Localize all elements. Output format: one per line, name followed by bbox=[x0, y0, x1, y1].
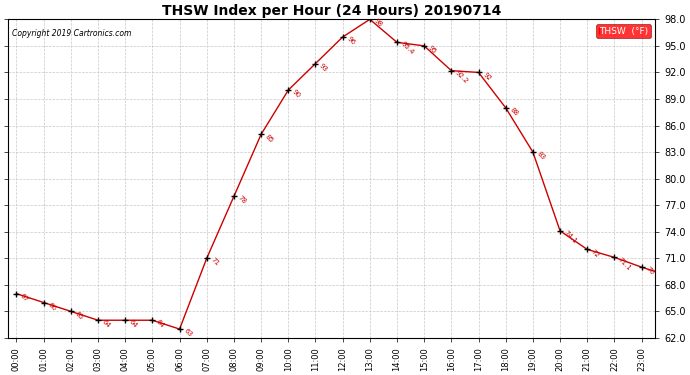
Text: 96: 96 bbox=[346, 36, 356, 46]
Text: 95: 95 bbox=[427, 45, 437, 55]
Title: THSW Index per Hour (24 Hours) 20190714: THSW Index per Hour (24 Hours) 20190714 bbox=[162, 4, 502, 18]
Text: 85: 85 bbox=[264, 133, 275, 144]
Text: 90: 90 bbox=[291, 89, 302, 99]
Text: 64: 64 bbox=[128, 319, 139, 329]
Legend: THSW  (°F): THSW (°F) bbox=[596, 24, 651, 38]
Text: 70: 70 bbox=[644, 266, 655, 276]
Text: 98: 98 bbox=[373, 18, 383, 28]
Text: 63: 63 bbox=[182, 328, 193, 338]
Text: 71.1: 71.1 bbox=[617, 256, 633, 272]
Text: 92: 92 bbox=[482, 71, 492, 81]
Text: 69: 69 bbox=[0, 374, 1, 375]
Text: 72: 72 bbox=[590, 248, 600, 258]
Text: 92.2: 92.2 bbox=[454, 69, 469, 84]
Text: 88: 88 bbox=[509, 106, 519, 117]
Text: 66: 66 bbox=[46, 301, 57, 312]
Text: 78: 78 bbox=[237, 195, 247, 206]
Text: 64: 64 bbox=[101, 319, 111, 329]
Text: 67: 67 bbox=[19, 292, 30, 303]
Text: 95.4: 95.4 bbox=[400, 41, 415, 56]
Text: 83: 83 bbox=[535, 151, 546, 161]
Text: 74.1: 74.1 bbox=[563, 230, 578, 245]
Text: 64: 64 bbox=[155, 319, 166, 329]
Text: Copyright 2019 Cartronics.com: Copyright 2019 Cartronics.com bbox=[12, 29, 131, 38]
Text: 71: 71 bbox=[210, 257, 220, 267]
Text: 93: 93 bbox=[318, 62, 329, 73]
Text: 65: 65 bbox=[74, 310, 84, 321]
